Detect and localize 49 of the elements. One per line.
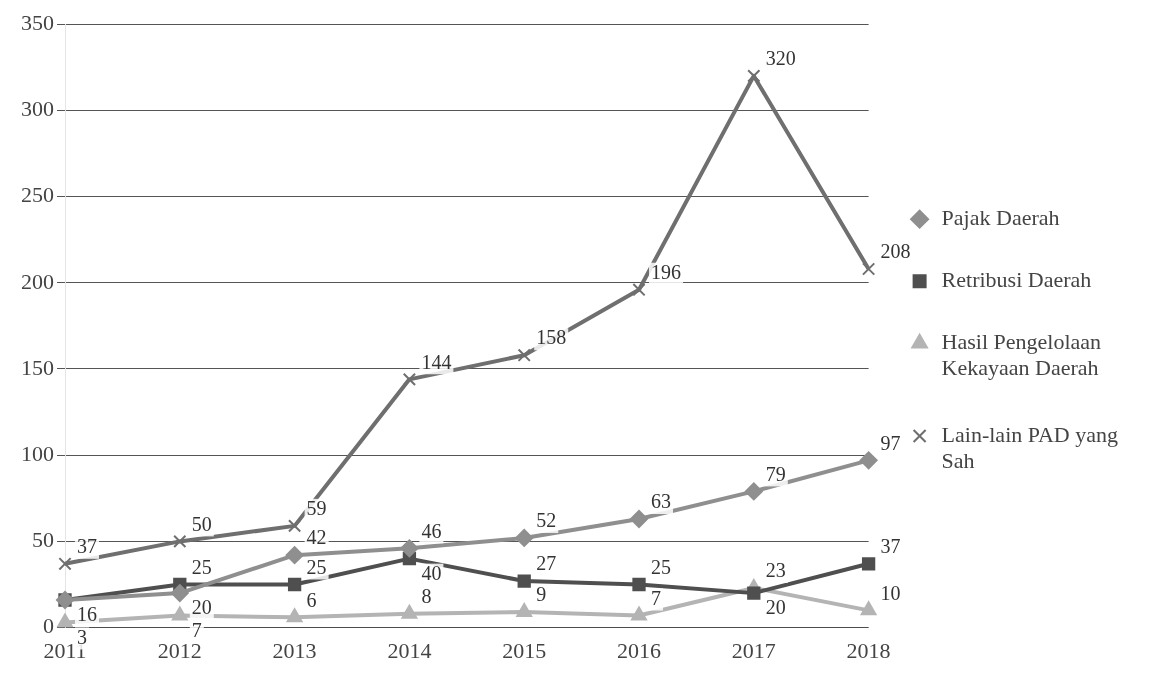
data-label: 52 bbox=[536, 509, 557, 532]
legend-label: Hasil Pengelolaan Kekayaan Daerah bbox=[941, 328, 1102, 381]
data-label: 50 bbox=[191, 512, 212, 535]
data-label: 10 bbox=[880, 581, 901, 604]
data-label: 37 bbox=[880, 535, 901, 558]
x-tick-label: 2013 bbox=[272, 637, 317, 663]
x-tick-label: 2014 bbox=[387, 637, 432, 663]
data-label: 25 bbox=[306, 555, 327, 578]
data-label: 42 bbox=[306, 526, 327, 549]
data-label: 79 bbox=[765, 462, 786, 485]
x-tick-label: 2016 bbox=[617, 637, 662, 663]
data-label: 40 bbox=[421, 561, 442, 584]
data-label: 158 bbox=[536, 326, 567, 349]
data-label: 20 bbox=[765, 596, 786, 619]
data-label: 196 bbox=[651, 260, 682, 283]
x-tick-label: 2017 bbox=[731, 637, 776, 663]
legend-label: Retribusi Daerah bbox=[941, 266, 1092, 292]
y-tick-label: 250 bbox=[21, 182, 54, 208]
data-label: 23 bbox=[765, 559, 786, 582]
data-label: 27 bbox=[536, 552, 557, 575]
data-label: 97 bbox=[880, 431, 901, 454]
data-label: 6 bbox=[306, 588, 317, 611]
data-label: 208 bbox=[880, 240, 911, 263]
data-label: 9 bbox=[536, 583, 547, 606]
data-label: 59 bbox=[306, 497, 327, 520]
y-tick-label: 0 bbox=[43, 613, 54, 639]
data-label: 37 bbox=[77, 535, 97, 558]
data-label: 320 bbox=[765, 47, 796, 70]
y-tick-label: 300 bbox=[21, 96, 54, 122]
data-label: 7 bbox=[651, 586, 662, 609]
y-tick-label: 150 bbox=[21, 354, 54, 380]
x-tick-label: 2015 bbox=[502, 637, 547, 663]
data-label: 46 bbox=[421, 519, 442, 542]
y-tick-label: 200 bbox=[21, 268, 54, 294]
data-label: 16 bbox=[77, 603, 97, 626]
y-tick-label: 100 bbox=[21, 440, 54, 466]
data-label: 25 bbox=[191, 555, 212, 578]
legend-label: Lain-lain PAD yang Sah bbox=[941, 421, 1118, 474]
data-label: 3 bbox=[77, 625, 87, 648]
data-label: 20 bbox=[191, 596, 212, 619]
x-tick-label: 2018 bbox=[846, 637, 891, 663]
data-label: 144 bbox=[421, 350, 452, 373]
data-label: 7 bbox=[191, 618, 202, 641]
legend-label: Pajak Daerah bbox=[941, 204, 1060, 230]
y-tick-label: 50 bbox=[32, 527, 54, 553]
y-tick-label: 350 bbox=[21, 9, 54, 35]
data-label: 63 bbox=[651, 490, 672, 513]
data-label: 8 bbox=[421, 585, 432, 608]
data-label: 25 bbox=[651, 555, 672, 578]
